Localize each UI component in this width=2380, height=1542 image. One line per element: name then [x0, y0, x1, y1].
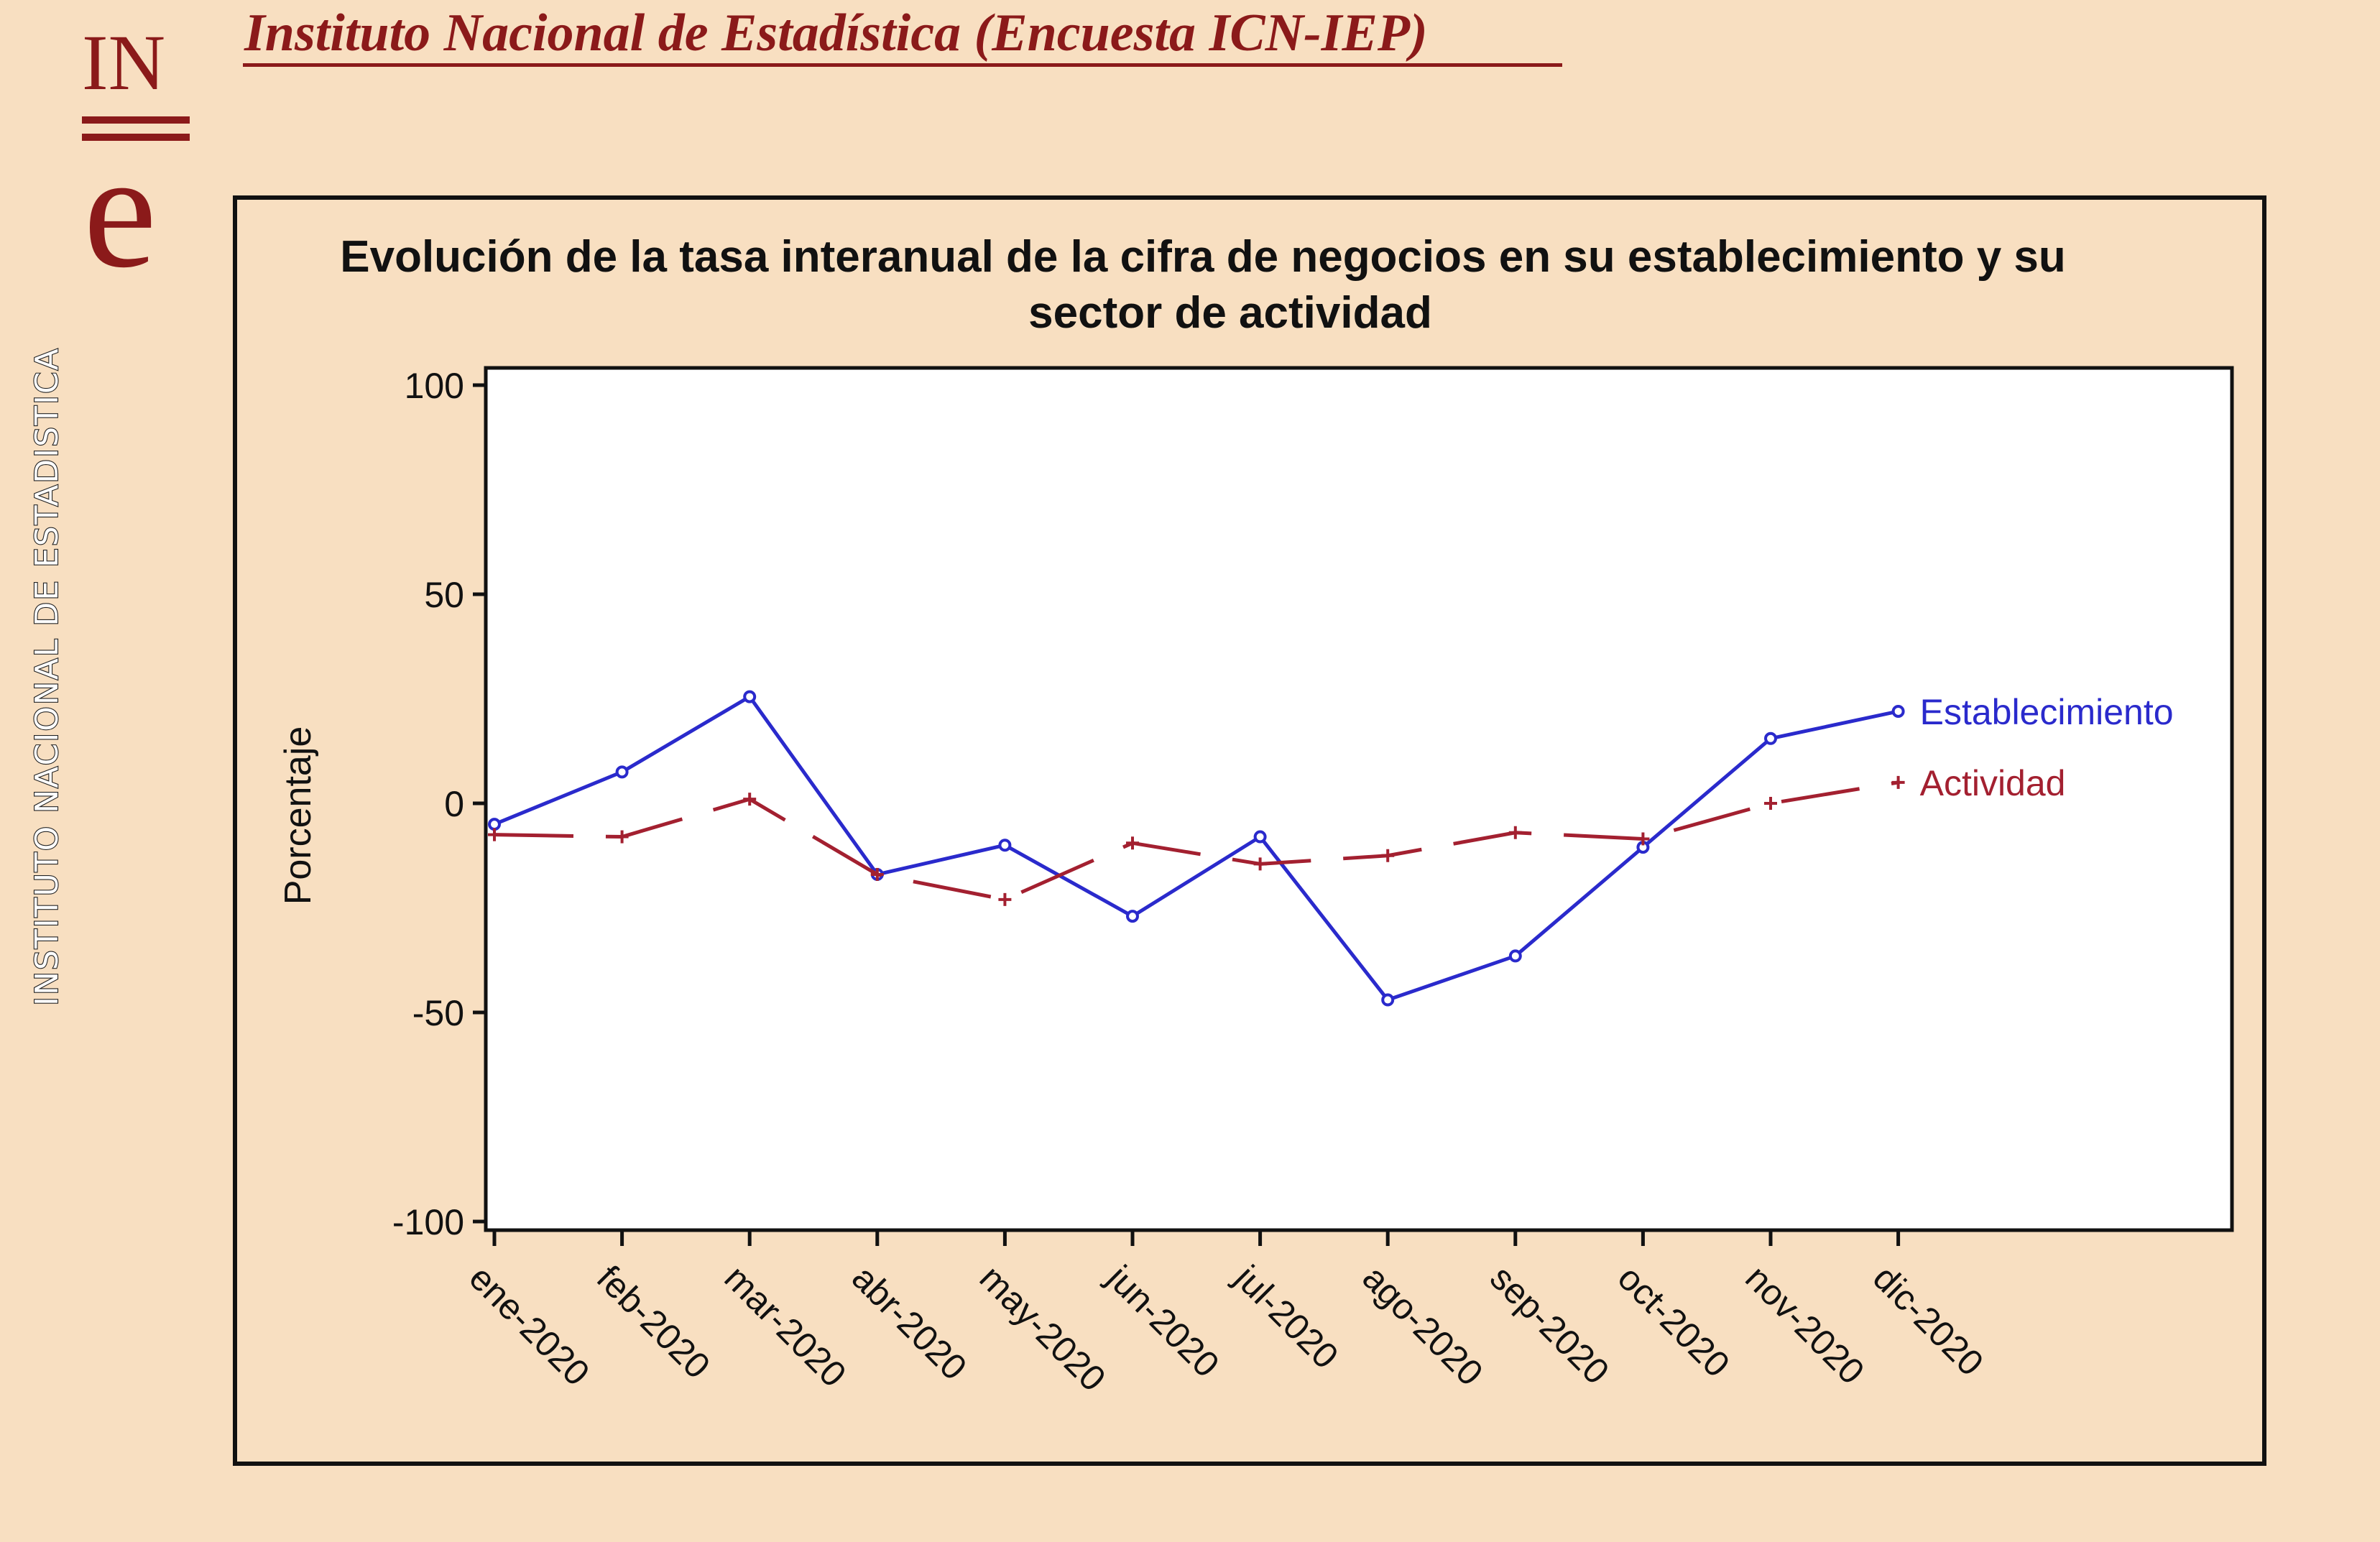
point-actividad [1636, 832, 1650, 846]
chart-frame [233, 195, 2266, 1466]
logo-bar-2 [82, 134, 190, 141]
x-tick-label: mar-2020 [716, 1257, 854, 1395]
y-tick-label: -100 [392, 1202, 464, 1242]
x-tick-label: dic-2020 [1865, 1257, 1991, 1383]
x-axis: ene-2020feb-2020mar-2020abr-2020may-2020… [461, 1230, 1991, 1399]
x-tick-label: ago-2020 [1355, 1257, 1490, 1393]
header-underline [243, 63, 1562, 67]
point-establecimiento [1381, 993, 1395, 1007]
x-tick-label: feb-2020 [589, 1257, 718, 1386]
point-actividad [1381, 849, 1395, 862]
x-tick-label: oct-2020 [1610, 1257, 1738, 1385]
x-tick-label: nov-2020 [1738, 1257, 1872, 1392]
point-establecimiento [1253, 830, 1267, 844]
y-axis: 100 50 0 -50 -100 [392, 366, 486, 1242]
ine-logo: IN e [82, 22, 190, 280]
series-line-actividad [494, 780, 1899, 902]
chart-title-line-1: Evolución de la tasa interanual de la ci… [340, 232, 2066, 282]
chart-title-line-2: sector de actividad [1028, 288, 1432, 338]
x-tick-label: ene-2020 [461, 1257, 597, 1393]
x-tick-label: abr-2020 [844, 1257, 974, 1388]
point-establecimiento [488, 818, 501, 831]
y-tick-label: 50 [424, 575, 464, 615]
logo-bar-1 [82, 116, 190, 124]
series-layer [488, 690, 1905, 1007]
point-actividad [615, 830, 629, 844]
point-actividad [998, 892, 1012, 906]
y-tick-label: 100 [405, 366, 464, 406]
header-title: Instituto Nacional de Estadística (Encue… [244, 4, 1428, 63]
point-actividad [870, 867, 884, 881]
point-actividad [743, 793, 757, 806]
x-tick-label: jul-2020 [1226, 1257, 1346, 1377]
legend: Establecimiento Actividad [1920, 692, 2174, 803]
point-actividad [488, 828, 501, 841]
x-tick-label: may-2020 [972, 1257, 1114, 1399]
point-establecimiento [1891, 704, 1905, 718]
point-actividad [1764, 797, 1777, 810]
point-actividad [1891, 775, 1905, 789]
point-actividad [1253, 857, 1267, 871]
logo-letters-top: IN [82, 22, 165, 106]
series-line-establecimiento [494, 695, 1899, 1002]
y-axis-label: Porcentaje [277, 726, 319, 905]
x-tick-label: sep-2020 [1482, 1257, 1617, 1392]
legend-establecimiento: Establecimiento [1920, 692, 2174, 732]
x-tick-label: jun-2020 [1099, 1257, 1227, 1385]
point-establecimiento [1764, 731, 1777, 745]
y-tick-label: -50 [412, 993, 464, 1033]
point-establecimiento [1508, 949, 1522, 963]
point-establecimiento [998, 839, 1012, 852]
point-establecimiento [1126, 910, 1139, 923]
logo-letter-bottom: e [83, 119, 157, 280]
point-actividad [1126, 836, 1139, 850]
point-establecimiento [743, 690, 757, 703]
point-actividad [1508, 826, 1522, 839]
legend-actividad: Actividad [1920, 763, 2066, 803]
y-tick-label: 0 [444, 784, 464, 824]
point-establecimiento [615, 765, 629, 779]
plot-area [484, 366, 2234, 1232]
